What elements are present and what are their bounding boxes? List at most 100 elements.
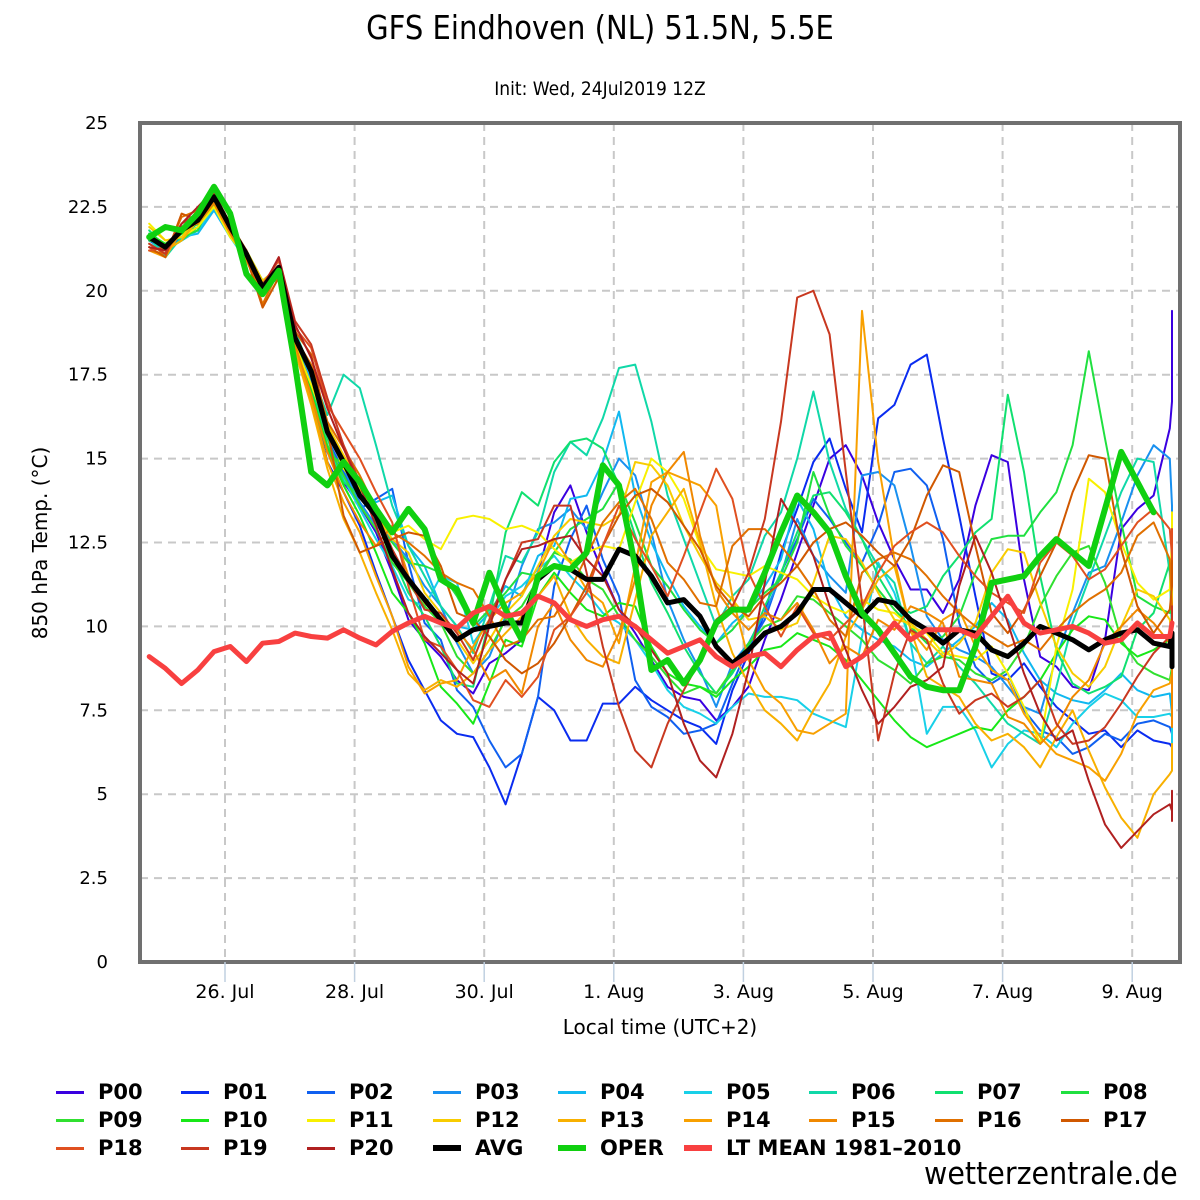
- legend-swatch: [433, 1090, 461, 1094]
- legend-swatch: [433, 1118, 461, 1122]
- legend-label: P12: [475, 1108, 520, 1132]
- legend-item-p18: P18: [56, 1134, 143, 1162]
- y-tick-label: 7.5: [79, 700, 108, 721]
- series-group: [146, 183, 1175, 849]
- y-tick-label: 2.5: [79, 868, 108, 889]
- y-tick-label: 20: [85, 281, 108, 302]
- legend-label: LT MEAN 1981–2010: [726, 1136, 962, 1160]
- legend-label: P01: [223, 1080, 268, 1104]
- y-tick-label: 12.5: [68, 533, 108, 554]
- legend-swatch: [1061, 1090, 1089, 1094]
- legend-label: P04: [600, 1080, 645, 1104]
- legend-label: P03: [475, 1080, 520, 1104]
- legend-item-p20: P20: [307, 1134, 394, 1162]
- x-tick-label: 28. Jul: [325, 981, 384, 1003]
- legend-label: P00: [98, 1080, 143, 1104]
- series-line-p19: [148, 192, 1173, 769]
- legend-swatch: [56, 1090, 84, 1094]
- legend-label: P19: [223, 1136, 268, 1160]
- chart-title: GFS Eindhoven (NL) 51.5N, 5.5E: [366, 8, 834, 47]
- legend-label: P13: [600, 1108, 645, 1132]
- legend-label: P14: [726, 1108, 771, 1132]
- legend-label: P18: [98, 1136, 143, 1160]
- legend-item-p17: P17: [1061, 1106, 1148, 1134]
- legend-swatch: [433, 1145, 461, 1151]
- series-line-p07: [148, 199, 1173, 695]
- y-tick-label: 22.5: [68, 197, 108, 218]
- legend-item-p13: P13: [558, 1106, 645, 1134]
- series-line-p17: [148, 199, 1173, 675]
- x-axis-label: Local time (UTC+2): [563, 1015, 757, 1039]
- legend-label: P06: [851, 1080, 896, 1104]
- legend-swatch: [684, 1145, 712, 1151]
- legend-label: P08: [1103, 1080, 1148, 1104]
- legend-label: AVG: [475, 1136, 524, 1160]
- legend-label: P11: [349, 1108, 394, 1132]
- legend-label: P15: [851, 1108, 896, 1132]
- legend-item-p02: P02: [307, 1078, 394, 1106]
- legend-item-p19: P19: [181, 1134, 268, 1162]
- legend-swatch: [181, 1090, 209, 1094]
- legend-item-p11: P11: [307, 1106, 394, 1134]
- legend-item-avg: AVG: [433, 1134, 523, 1162]
- plot-frame: [138, 121, 1182, 964]
- legend-label: P05: [726, 1080, 771, 1104]
- series-line-p15: [148, 202, 1173, 745]
- legend-swatch: [684, 1118, 712, 1122]
- series-line-oper: [146, 183, 1157, 694]
- legend-swatch: [307, 1146, 335, 1150]
- x-tick-label: 3. Aug: [713, 981, 774, 1003]
- legend-item-p12: P12: [433, 1106, 520, 1134]
- series-line-p14: [148, 202, 1173, 782]
- legend-item-p05: P05: [684, 1078, 771, 1106]
- series-line-p18: [148, 195, 1173, 708]
- series-line-p13: [148, 195, 1173, 839]
- x-tick-label: 7. Aug: [972, 981, 1033, 1003]
- legend-item-oper: OPER: [558, 1134, 664, 1162]
- x-tick-label: 26. Jul: [195, 981, 254, 1003]
- legend-item-p01: P01: [181, 1078, 268, 1106]
- legend-swatch: [56, 1146, 84, 1150]
- legend-item-p16: P16: [935, 1106, 1022, 1134]
- legend-item-p09: P09: [56, 1106, 143, 1134]
- legend-item-p07: P07: [935, 1078, 1022, 1106]
- legend-label: P07: [977, 1080, 1022, 1104]
- y-axis-ticks: 0 2.5 5 7.5 10 12.5 15 17.5 20 22.5 25: [68, 113, 108, 973]
- legend-item-p04: P04: [558, 1078, 645, 1106]
- legend-label: P16: [977, 1108, 1022, 1132]
- legend-label: P02: [349, 1080, 394, 1104]
- legend-label: P10: [223, 1108, 268, 1132]
- legend-item-p10: P10: [181, 1106, 268, 1134]
- x-axis-ticks: 26. Jul 28. Jul 30. Jul 1. Aug 3. Aug 5. Aug 7…: [195, 962, 1163, 1003]
- legend-swatch: [56, 1118, 84, 1122]
- legend-swatch: [558, 1145, 586, 1151]
- legend-swatch: [935, 1090, 963, 1094]
- series-line-p16: [148, 192, 1173, 661]
- legend-label: P20: [349, 1136, 394, 1160]
- legend-swatch: [809, 1118, 837, 1122]
- y-tick-label: 10: [85, 616, 108, 637]
- series-line-lt-mean-1981-2010: [146, 593, 1175, 686]
- y-tick-label: 17.5: [68, 365, 108, 386]
- legend-swatch: [181, 1118, 209, 1122]
- legend-swatch: [809, 1090, 837, 1094]
- legend-swatch: [935, 1118, 963, 1122]
- credit-watermark: wetterzentrale.de: [924, 1156, 1178, 1192]
- legend-swatch: [307, 1118, 335, 1122]
- legend-label: OPER: [600, 1136, 664, 1160]
- x-tick-label: 1. Aug: [583, 981, 644, 1003]
- legend-swatch: [558, 1090, 586, 1094]
- x-tick-label: 5. Aug: [842, 981, 903, 1003]
- x-tick-label: 9. Aug: [1102, 981, 1163, 1003]
- series-line-p20: [148, 189, 1173, 849]
- legend-swatch: [558, 1118, 586, 1122]
- legend-item-p14: P14: [684, 1106, 771, 1134]
- legend-item-lt-mean-1981-2010: LT MEAN 1981–2010: [684, 1134, 961, 1162]
- y-tick-label: 15: [85, 449, 108, 470]
- legend-swatch: [684, 1090, 712, 1094]
- y-tick-label: 5: [97, 784, 108, 805]
- legend-item-p08: P08: [1061, 1078, 1148, 1106]
- chart-subtitle: Init: Wed, 24Jul2019 12Z: [494, 78, 706, 100]
- legend-label: P09: [98, 1108, 143, 1132]
